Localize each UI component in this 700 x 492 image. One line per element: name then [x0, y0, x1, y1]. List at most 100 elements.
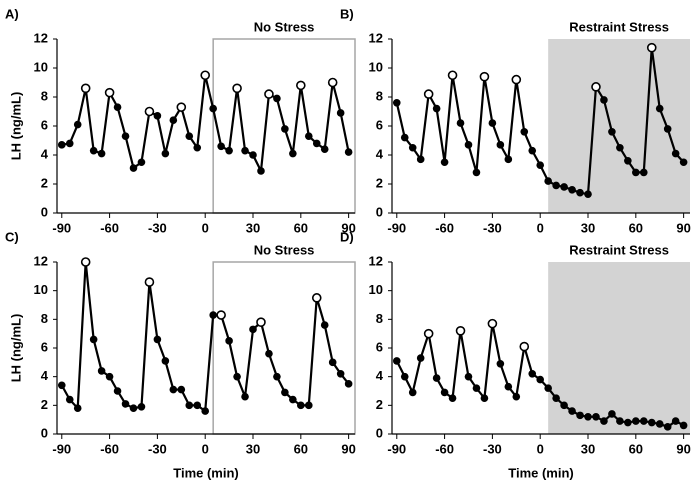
- data-marker: [233, 372, 241, 381]
- x-tick-label: -90: [387, 441, 406, 456]
- y-tick-label: 4: [376, 368, 384, 383]
- data-marker: [416, 354, 425, 362]
- panel-label: C): [5, 229, 19, 244]
- pulse-marker: [327, 77, 338, 88]
- data-marker: [336, 370, 345, 378]
- pulse-marker: [646, 42, 657, 53]
- data-marker: [209, 104, 217, 113]
- data-marker: [89, 335, 98, 344]
- data-marker: [528, 146, 537, 155]
- pulse-marker: [144, 277, 155, 287]
- data-marker: [320, 321, 329, 329]
- pulse-marker: [487, 318, 498, 329]
- pulse-marker: [519, 341, 530, 352]
- data-marker: [608, 410, 616, 418]
- data-marker: [504, 155, 513, 164]
- x-tick-label: -30: [483, 220, 502, 235]
- x-tick-label: 60: [294, 441, 308, 456]
- data-marker: [241, 146, 249, 155]
- data-marker: [408, 388, 417, 397]
- pulse-marker: [591, 82, 601, 92]
- data-marker: [568, 186, 576, 194]
- data-marker: [440, 388, 449, 397]
- stress-region: [548, 262, 690, 434]
- pulse-marker: [479, 71, 490, 82]
- data-marker: [265, 349, 273, 358]
- data-marker: [129, 164, 138, 172]
- data-marker: [608, 128, 616, 136]
- y-tick-label: 0: [41, 425, 48, 440]
- data-marker: [312, 139, 321, 148]
- data-line: [60, 261, 350, 414]
- data-marker: [137, 158, 146, 167]
- data-marker: [632, 417, 640, 425]
- data-marker: [488, 119, 497, 127]
- data-marker: [169, 116, 178, 124]
- data-marker: [73, 404, 82, 413]
- pulse-marker: [511, 74, 522, 85]
- pulse-marker: [423, 328, 434, 339]
- pulse-marker: [256, 317, 266, 328]
- x-tick-label: -30: [483, 441, 502, 456]
- y-tick-label: 6: [376, 339, 383, 354]
- data-marker: [273, 372, 281, 381]
- data-marker: [161, 357, 170, 365]
- data-marker: [472, 168, 481, 177]
- pulse-marker: [216, 310, 226, 320]
- data-marker: [257, 167, 265, 175]
- y-tick-label: 4: [41, 368, 49, 383]
- data-marker: [281, 125, 289, 133]
- data-marker: [496, 359, 505, 368]
- x-tick-label: 30: [246, 220, 260, 235]
- y-tick-label: 4: [376, 146, 384, 161]
- y-tick-label: 2: [376, 175, 383, 190]
- x-tick-label: 30: [581, 441, 595, 456]
- pulse-marker: [264, 89, 274, 99]
- y-tick-label: 8: [41, 311, 48, 326]
- x-tick-label: -60: [100, 220, 119, 235]
- data-marker: [121, 400, 130, 408]
- data-marker: [121, 132, 130, 140]
- y-tick-label: 2: [41, 397, 48, 412]
- data-marker: [297, 401, 305, 410]
- x-tick-label: 90: [676, 441, 690, 456]
- data-marker: [624, 157, 632, 165]
- data-marker: [655, 104, 664, 113]
- data-marker: [647, 418, 656, 427]
- data-marker: [97, 149, 106, 158]
- data-marker: [289, 149, 297, 158]
- data-marker: [536, 375, 545, 384]
- data-marker: [584, 190, 592, 198]
- data-marker: [400, 372, 409, 381]
- x-tick-label: -30: [148, 220, 167, 235]
- data-marker: [249, 151, 257, 159]
- data-line: [61, 74, 350, 175]
- data-marker: [177, 385, 186, 394]
- data-marker: [616, 417, 624, 425]
- data-marker: [472, 384, 481, 392]
- data-marker: [320, 145, 329, 153]
- y-tick-label: 6: [41, 117, 48, 132]
- data-marker: [464, 372, 473, 381]
- y-tick-label: 6: [376, 117, 383, 132]
- y-tick-label: 8: [376, 311, 383, 326]
- data-marker: [663, 423, 672, 431]
- x-tick-label: 90: [676, 220, 690, 235]
- data-marker: [201, 407, 210, 415]
- y-tick-label: 4: [41, 146, 49, 161]
- data-marker: [464, 141, 473, 149]
- region-label: Restraint Stress: [569, 242, 669, 257]
- y-tick-label: 10: [369, 59, 383, 74]
- data-marker: [568, 407, 576, 415]
- panel-label: B): [340, 6, 354, 21]
- data-marker: [169, 385, 178, 394]
- data-marker: [89, 146, 98, 155]
- pulse-marker: [296, 80, 306, 91]
- data-marker: [544, 384, 552, 392]
- region-label: No Stress: [254, 242, 315, 257]
- y-tick-label: 12: [369, 30, 383, 45]
- data-marker: [225, 337, 233, 345]
- x-tick-label: 30: [581, 220, 595, 235]
- x-axis-label: Time (min): [173, 465, 239, 480]
